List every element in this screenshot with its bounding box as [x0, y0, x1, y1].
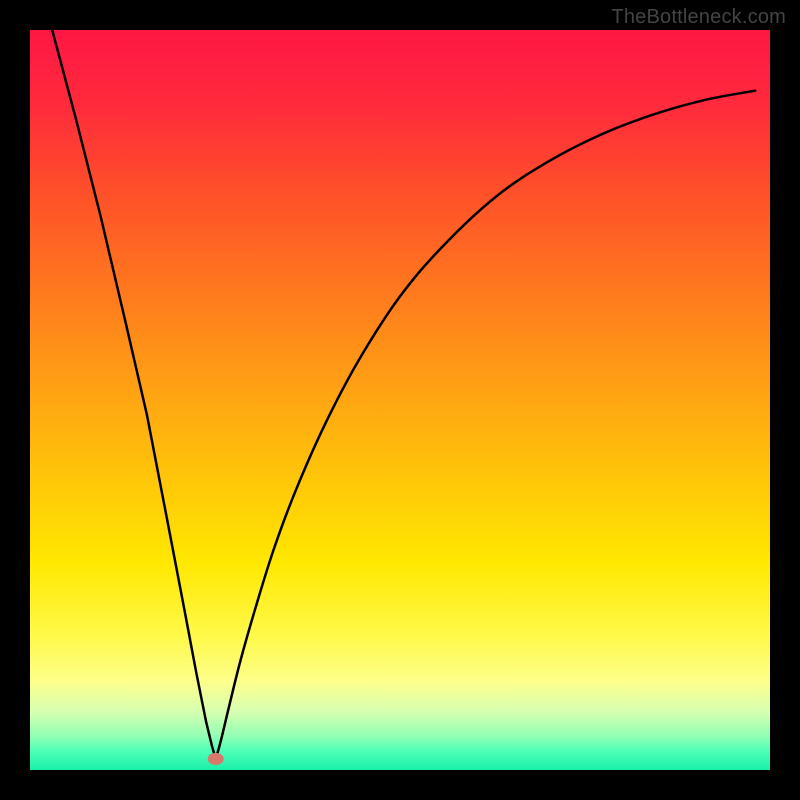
plot-background	[30, 30, 770, 770]
optimal-marker	[208, 753, 224, 765]
chart-stage: TheBottleneck.com	[0, 0, 800, 800]
watermark-label: TheBottleneck.com	[611, 6, 786, 29]
chart-canvas	[0, 0, 800, 800]
